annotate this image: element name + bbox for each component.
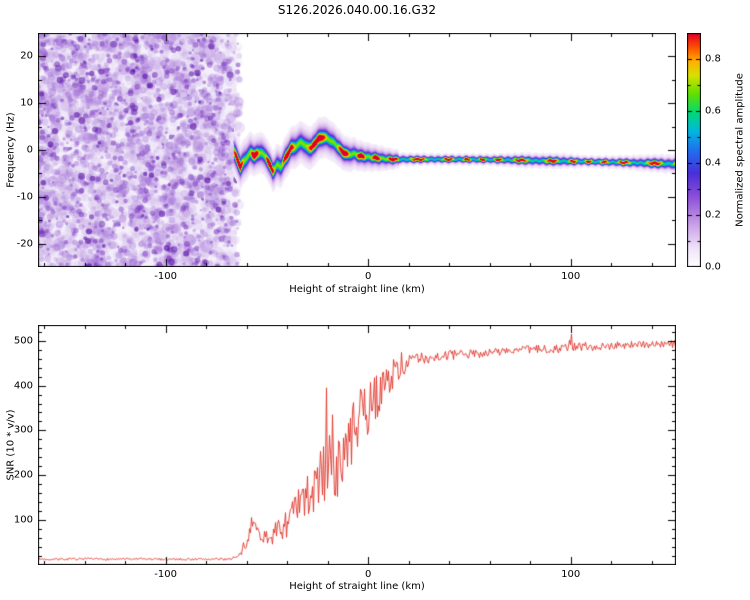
tick-label: 0 [364,569,372,580]
tick-label: 0 [364,271,372,282]
snr-canvas [38,325,676,565]
tick-label: 200 [13,469,33,481]
tick-label: 0 [26,144,33,156]
tick-label: -100 [154,271,177,282]
snr-xlabel: Height of straight line (km) [289,581,425,592]
tick-label: 300 [13,424,33,436]
tick-label: 0.6 [705,105,721,117]
colorbar-label: Normalized spectral amplitude [734,73,746,227]
tick-label: 0.0 [705,261,721,273]
spectrogram-xlabel: Height of straight line (km) [289,284,425,295]
figure-title: S126.2026.040.00.16.G32 [277,3,437,17]
tick-label: 100 [561,569,581,580]
tick-label: 0.8 [705,53,721,65]
tick-label: 0.4 [705,157,721,169]
tick-label: 20 [20,50,33,62]
tick-label: 400 [13,380,33,392]
colorbar-canvas [687,33,701,267]
tick-label: 100 [561,271,581,282]
tick-label: -20 [16,238,33,250]
tick-label: 10 [20,97,33,109]
spectrogram-ylabel: Frequency (Hz) [5,112,17,188]
tick-label: -10 [16,191,33,203]
tick-label: 500 [13,335,33,347]
tick-label: 100 [13,514,33,526]
spectrogram-canvas [38,33,676,267]
tick-label: 0.2 [705,209,721,221]
tick-label: -100 [154,569,177,580]
